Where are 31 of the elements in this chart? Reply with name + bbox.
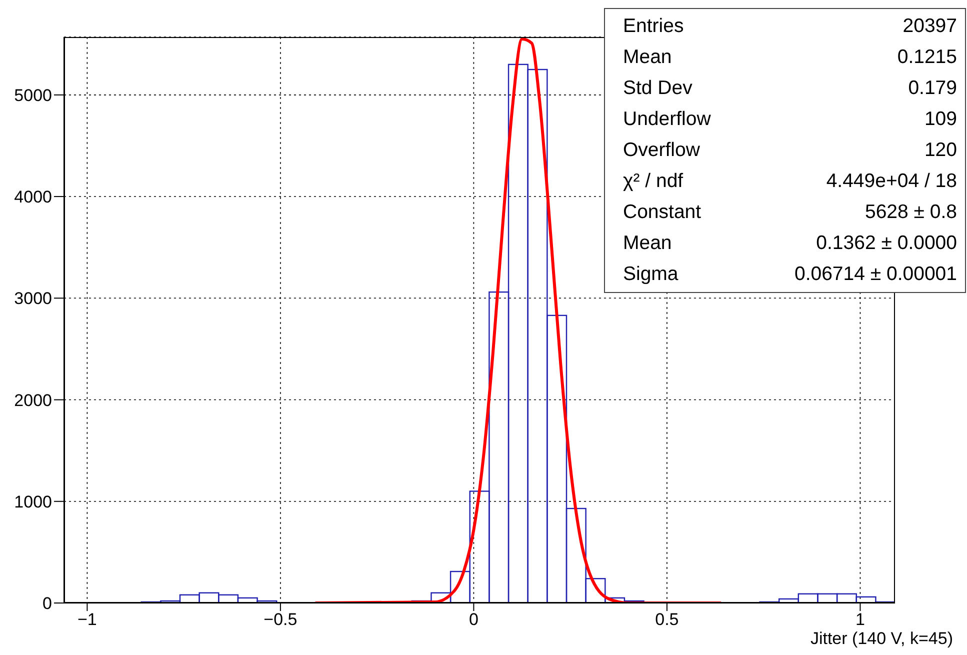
x-tick-label: 0.5 [655,610,679,630]
annotation: Mean [623,231,672,256]
annotation: Sigma [623,262,678,287]
y-tick-label: 3000 [14,289,52,308]
annotation: Std Dev [623,76,692,101]
annotation: Constant [623,200,702,225]
annotation: Entries [623,14,684,39]
annotation: 0.1362 ± 0.0000 [816,231,957,256]
annotation: Underflow [623,107,711,132]
y-tick-label: 0 [42,594,52,614]
y-tick-label: 5000 [14,86,52,105]
annotation: Overflow [623,138,700,163]
y-tick-label: 2000 [14,390,52,410]
text: 0.1215 [897,45,957,70]
y-tick-label: 1000 [14,492,52,512]
text: 20397 [902,14,957,39]
text: 109 [924,107,957,132]
annotation: 5628 ± 0.8 [864,200,957,225]
x-tick-label: −1 [77,610,97,630]
x-tick-label: −0.5 [264,610,298,630]
text: 0.179 [908,76,957,101]
line-series [314,38,723,603]
x-tick-label: 1 [855,610,865,630]
annotation: 0.06714 ± 0.00001 [794,262,957,287]
annotation: Mean [623,45,672,70]
annotation: χ² / ndf [623,169,684,194]
x-axis-title: Jitter (140 V, k=45) [810,629,953,649]
text: 120 [924,138,957,163]
x-tick-label: 0 [468,610,478,630]
annotation: 4.449e+04 / 18 [826,169,957,194]
y-tick-label: 4000 [14,188,52,207]
